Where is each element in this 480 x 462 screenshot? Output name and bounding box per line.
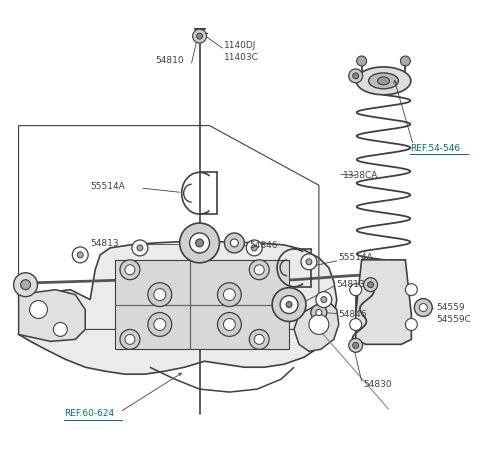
Circle shape [406, 284, 417, 296]
Text: 54846: 54846 [339, 310, 367, 319]
Circle shape [225, 233, 244, 253]
Circle shape [254, 265, 264, 275]
Text: 54559: 54559 [436, 303, 465, 312]
Circle shape [13, 273, 37, 297]
Circle shape [414, 298, 432, 316]
Circle shape [223, 289, 235, 301]
Circle shape [272, 288, 306, 322]
Polygon shape [19, 241, 337, 374]
Text: 54830: 54830 [364, 380, 392, 389]
Circle shape [321, 297, 327, 303]
Polygon shape [115, 260, 289, 349]
Circle shape [217, 312, 241, 336]
Text: 54559C: 54559C [436, 315, 471, 324]
Circle shape [246, 240, 262, 256]
Ellipse shape [378, 77, 389, 85]
Circle shape [120, 260, 140, 280]
Circle shape [192, 237, 207, 253]
Circle shape [311, 304, 327, 321]
Polygon shape [19, 290, 85, 341]
Ellipse shape [356, 67, 411, 95]
Circle shape [301, 254, 317, 270]
Circle shape [348, 69, 362, 83]
Circle shape [249, 260, 269, 280]
Circle shape [217, 283, 241, 307]
Circle shape [154, 318, 166, 330]
Circle shape [192, 29, 206, 43]
Circle shape [309, 315, 329, 334]
Text: 55514A: 55514A [90, 182, 125, 191]
Circle shape [353, 73, 359, 79]
Circle shape [30, 301, 48, 318]
Circle shape [286, 302, 292, 308]
Text: 1140DJ: 1140DJ [225, 41, 257, 49]
Circle shape [223, 318, 235, 330]
Circle shape [72, 247, 88, 263]
Text: REF.54-546: REF.54-546 [410, 144, 460, 153]
Circle shape [137, 245, 143, 251]
Circle shape [353, 342, 359, 348]
Circle shape [368, 282, 373, 288]
Text: 54813: 54813 [337, 280, 365, 289]
Circle shape [251, 245, 257, 251]
Text: 54846: 54846 [249, 242, 278, 250]
Polygon shape [294, 300, 339, 351]
Circle shape [197, 242, 203, 248]
Circle shape [21, 280, 31, 290]
Circle shape [316, 292, 332, 308]
Text: 55514A: 55514A [339, 253, 373, 262]
Circle shape [400, 56, 410, 66]
Circle shape [77, 252, 83, 258]
Circle shape [316, 310, 322, 316]
Circle shape [348, 338, 362, 353]
Circle shape [420, 304, 427, 311]
Text: 11403C: 11403C [225, 54, 259, 62]
Text: REF.60-624: REF.60-624 [64, 409, 114, 419]
Circle shape [364, 278, 378, 292]
Text: 54810: 54810 [155, 56, 183, 66]
Circle shape [125, 334, 135, 344]
Circle shape [197, 33, 203, 39]
Circle shape [120, 329, 140, 349]
Text: 54813: 54813 [90, 239, 119, 249]
Circle shape [280, 296, 298, 314]
Circle shape [148, 283, 172, 307]
Circle shape [406, 318, 417, 330]
Circle shape [148, 312, 172, 336]
Text: 1338CA: 1338CA [343, 171, 378, 180]
Circle shape [357, 56, 367, 66]
Circle shape [350, 318, 361, 330]
Circle shape [180, 223, 219, 263]
Circle shape [195, 239, 204, 247]
Circle shape [249, 329, 269, 349]
Circle shape [154, 289, 166, 301]
Circle shape [230, 239, 239, 247]
Circle shape [190, 233, 209, 253]
Circle shape [125, 265, 135, 275]
Circle shape [350, 284, 361, 296]
Circle shape [132, 240, 148, 256]
Circle shape [53, 322, 67, 336]
Circle shape [254, 334, 264, 344]
Polygon shape [356, 260, 411, 344]
Ellipse shape [369, 73, 398, 89]
Circle shape [306, 259, 312, 265]
